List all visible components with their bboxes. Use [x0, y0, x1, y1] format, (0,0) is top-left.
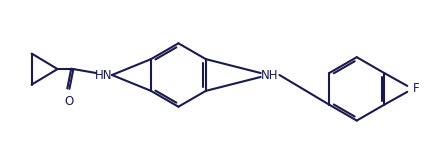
Text: HN: HN: [95, 69, 113, 82]
Text: NH: NH: [261, 69, 278, 82]
Text: F: F: [413, 82, 420, 95]
Text: O: O: [65, 95, 74, 108]
